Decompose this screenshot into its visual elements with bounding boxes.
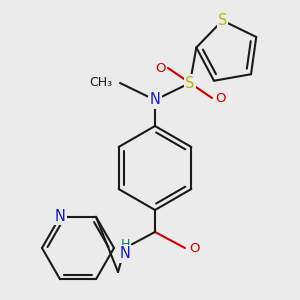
Text: O: O [215,92,225,104]
Text: N: N [150,92,160,107]
Text: O: O [155,61,165,74]
Text: S: S [185,76,195,91]
Text: N: N [55,209,65,224]
Text: N: N [120,247,130,262]
Text: S: S [218,13,227,28]
Text: CH₃: CH₃ [89,76,112,89]
Text: H: H [120,238,130,250]
Text: O: O [189,242,199,254]
